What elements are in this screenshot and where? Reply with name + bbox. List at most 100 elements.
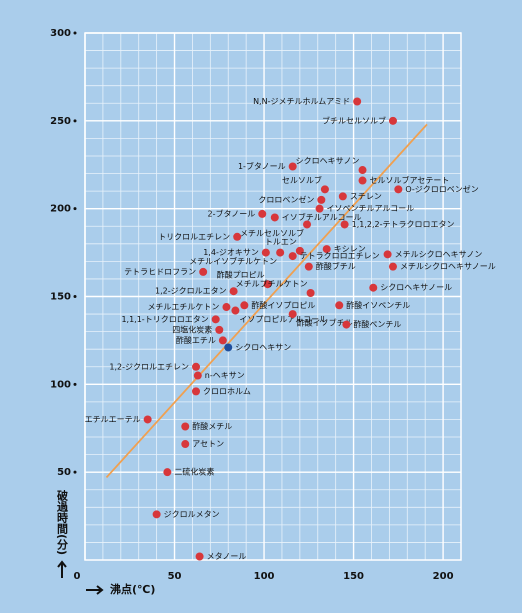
data-point	[338, 192, 347, 201]
point-label: エチルエーテル	[85, 415, 141, 424]
data-point	[195, 552, 204, 561]
data-point	[320, 185, 329, 194]
data-point	[229, 287, 238, 296]
data-point	[218, 336, 227, 345]
y-tick-label: 150	[50, 292, 71, 303]
data-point	[315, 204, 324, 213]
y-tick-label: 250	[50, 116, 71, 127]
data-point	[303, 220, 312, 229]
point-label: メチルエチルケトン	[147, 303, 219, 312]
data-point	[215, 325, 224, 334]
data-point	[335, 301, 344, 310]
point-label: 二硫化炭素	[174, 467, 214, 477]
data-point	[231, 306, 240, 315]
point-label: n-ヘキサン	[205, 371, 245, 380]
x-tick-label: 100	[254, 571, 275, 582]
y-tick-mark	[73, 31, 77, 35]
y-axis-label: 破過時間(分)	[56, 489, 70, 555]
data-point	[222, 303, 231, 312]
data-point	[163, 468, 172, 477]
data-point	[317, 195, 326, 204]
point-label: セルソルブ	[282, 175, 322, 185]
x-tick-label: 50	[168, 571, 182, 582]
y-tick-mark	[73, 382, 77, 386]
x-tick-label: 0	[74, 571, 81, 582]
point-label: スチレン	[350, 192, 382, 201]
data-point	[388, 116, 397, 125]
point-label: 1-ブタノール	[238, 161, 286, 171]
point-label: テトラヒドロフラン	[124, 267, 196, 276]
point-label: トリクロルエチレン	[158, 232, 230, 241]
point-label: 1,4-ジオキサン	[203, 248, 259, 257]
y-tick-label: 300	[50, 28, 71, 39]
data-point	[192, 387, 201, 396]
data-point	[181, 422, 190, 431]
point-label: 1,1,1-トリクロロエタン	[121, 315, 208, 324]
point-label: 酢酸イソペンチル	[346, 300, 410, 310]
data-point	[240, 301, 249, 310]
data-point	[388, 262, 397, 271]
point-label: 酢酸ブチル	[316, 261, 356, 271]
point-label: 酢酸メチル	[192, 421, 232, 431]
point-label: 1,2-ジクロルエタン	[155, 287, 227, 296]
data-point	[181, 440, 190, 449]
data-point	[199, 267, 208, 276]
data-point	[383, 250, 392, 259]
y-tick-label: 200	[50, 204, 71, 215]
x-tick-label: 150	[343, 571, 364, 582]
data-point	[288, 252, 297, 261]
point-label: クロロベンゼン	[258, 194, 314, 204]
x-axis-label: 沸点(℃)	[110, 582, 155, 596]
data-point	[288, 310, 297, 319]
point-label: ブチルセルソルブ	[322, 115, 386, 125]
data-point	[143, 415, 152, 424]
data-point	[263, 280, 272, 289]
data-point	[353, 97, 362, 106]
point-label: シクロヘキサノン	[296, 157, 360, 166]
trend-line	[105, 123, 428, 479]
data-point	[295, 246, 304, 255]
data-point	[358, 176, 367, 185]
x-tick-label: 200	[433, 571, 454, 582]
data-point	[233, 232, 242, 241]
point-label: イソブチルアルコール	[282, 212, 362, 222]
point-label: トルエン	[265, 237, 297, 246]
plot-frame	[84, 32, 462, 561]
data-point	[358, 166, 367, 175]
data-point	[258, 209, 267, 218]
y-tick-mark	[73, 207, 77, 211]
grid	[84, 32, 461, 560]
point-label: シクロヘキサン	[235, 343, 291, 352]
point-label: メチルイソブチルケトン	[189, 256, 277, 266]
data-point	[304, 262, 313, 271]
data-point	[276, 248, 285, 257]
data-point	[192, 362, 201, 371]
data-point	[261, 248, 270, 257]
data-point	[224, 343, 233, 352]
y-tick-mark	[73, 119, 77, 123]
point-label: 1,2-ジクロルエチレン	[109, 362, 189, 371]
point-label: セルソルブアセテート	[370, 175, 450, 185]
point-label: イソプロピルアルコール	[239, 315, 327, 324]
data-point	[288, 162, 297, 171]
point-label: 酢酸ペンチル	[353, 319, 401, 329]
y-tick-label: 50	[57, 467, 71, 478]
y-tick-mark	[73, 295, 77, 298]
point-label: ジクロルメタン	[164, 510, 220, 519]
y-tick-mark	[73, 470, 77, 474]
data-point	[306, 288, 315, 297]
point-label: 2-ブタノール	[208, 208, 256, 218]
point-label: 酢酸プロピル	[217, 270, 265, 280]
point-label: メチルセルソルブ	[240, 228, 304, 238]
data-point	[322, 245, 331, 254]
point-label: メチルブチルケトン	[236, 278, 308, 288]
data-point	[270, 213, 279, 222]
point-label: O-ジクロロベンゼン	[405, 184, 478, 194]
point-label: テトラクロロエチレン	[300, 252, 380, 261]
y-tick-label: 100	[50, 379, 71, 390]
point-label: 酢酸イソブチル	[297, 318, 353, 328]
point-label: 酢酸イソプロピル	[251, 300, 315, 310]
data-point	[342, 320, 351, 329]
data-point	[152, 510, 161, 519]
point-label: クロロホルム	[203, 387, 251, 396]
